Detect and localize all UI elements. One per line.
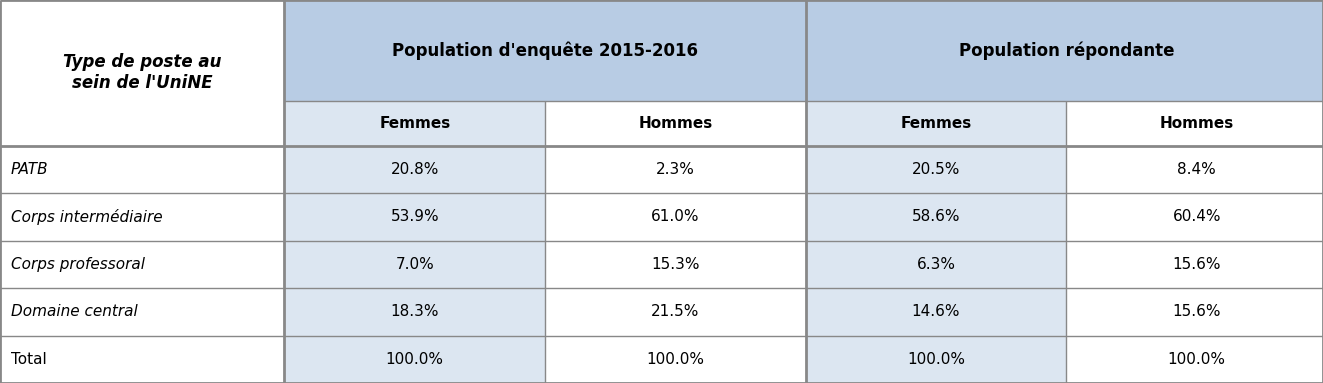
Bar [806,336,1066,383]
Text: 2.3%: 2.3% [656,162,695,177]
Bar [0,0,284,146]
Text: Hommes: Hommes [638,116,713,131]
Bar [545,146,806,193]
Text: 100.0%: 100.0% [647,352,704,367]
Text: 20.8%: 20.8% [390,162,439,177]
Bar [0,288,284,336]
Text: 14.6%: 14.6% [912,304,960,319]
Bar [806,146,1066,193]
Text: 15.6%: 15.6% [1172,304,1221,319]
Text: 7.0%: 7.0% [396,257,434,272]
Bar [284,241,545,288]
Text: Hommes: Hommes [1159,116,1234,131]
Bar [545,193,806,241]
Text: Population répondante: Population répondante [959,41,1174,60]
Bar [0,146,284,193]
Bar [0,336,284,383]
Bar [284,101,545,146]
Text: 8.4%: 8.4% [1177,162,1216,177]
Text: 21.5%: 21.5% [651,304,700,319]
Text: Femmes: Femmes [380,116,450,131]
Bar [545,336,806,383]
Bar [284,336,545,383]
Bar [1066,288,1323,336]
Text: 18.3%: 18.3% [390,304,439,319]
Bar [806,288,1066,336]
Text: 15.3%: 15.3% [651,257,700,272]
Text: Corps professoral: Corps professoral [11,257,144,272]
Bar [806,193,1066,241]
Bar [545,241,806,288]
Bar [806,101,1066,146]
Bar [1066,101,1323,146]
Bar [1066,336,1323,383]
Text: 58.6%: 58.6% [912,209,960,224]
Text: 53.9%: 53.9% [390,209,439,224]
Text: 6.3%: 6.3% [917,257,955,272]
Text: PATB: PATB [11,162,48,177]
Text: 20.5%: 20.5% [912,162,960,177]
Bar [0,193,284,241]
Text: 15.6%: 15.6% [1172,257,1221,272]
Text: Type de poste au
sein de l'UniNE: Type de poste au sein de l'UniNE [64,53,221,92]
Text: Population d'enquête 2015-2016: Population d'enquête 2015-2016 [392,41,699,60]
Bar [0,241,284,288]
Text: 100.0%: 100.0% [386,352,443,367]
Text: Domaine central: Domaine central [11,304,138,319]
Bar [806,0,1323,101]
Text: 61.0%: 61.0% [651,209,700,224]
Bar [284,288,545,336]
Bar [1066,193,1323,241]
Bar [284,193,545,241]
Text: 100.0%: 100.0% [1168,352,1225,367]
Text: Corps intermédiaire: Corps intermédiaire [11,209,163,225]
Text: 60.4%: 60.4% [1172,209,1221,224]
Bar [545,288,806,336]
Text: 100.0%: 100.0% [908,352,964,367]
Text: Total: Total [11,352,46,367]
Bar [806,241,1066,288]
Bar [1066,146,1323,193]
Bar [284,0,806,101]
Bar [284,146,545,193]
Bar [545,101,806,146]
Text: Femmes: Femmes [901,116,971,131]
Bar [1066,241,1323,288]
